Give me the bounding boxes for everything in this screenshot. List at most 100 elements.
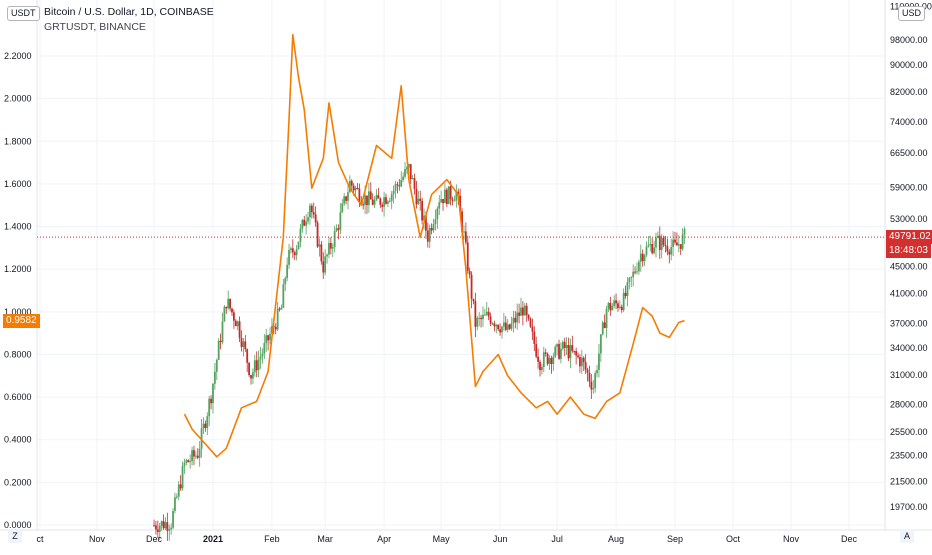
candle-body [163,521,165,528]
candle-body [520,308,522,316]
candle-body [313,212,315,214]
candle-body [362,204,364,205]
candle-body [206,416,208,428]
candle-body [476,318,478,327]
main-symbol-title[interactable]: Bitcoin / U.S. Dollar, 1D, COINBASE [44,5,214,20]
candle-body [250,375,252,378]
candle-body [322,261,324,272]
candle-body [161,521,163,526]
candle-body [311,206,313,213]
candle-body [570,345,572,358]
candle-body [376,195,378,200]
candle-body [368,191,370,205]
candle-body [195,456,197,457]
candle-body [417,199,419,204]
candle-body [351,181,353,186]
candle-body [473,299,475,301]
time-tick-label: Feb [264,534,280,544]
compare-symbol-title[interactable]: GRTUSDT, BINANCE [44,20,214,35]
candle-body [649,244,651,245]
candle-body [389,201,391,202]
auto-scale-button[interactable]: A [900,529,914,543]
left-tick-label: 2.2000 [4,51,32,61]
candle-body [210,399,212,403]
candle-body [290,248,292,250]
candle-body [625,293,627,296]
time-tick-label: Dec [841,534,858,544]
candle-body [638,262,640,272]
candle-body [537,357,539,362]
candle-body [585,362,587,369]
candle-body [410,164,412,179]
candle-body [364,196,366,206]
candle-body [165,522,167,528]
candle-body [435,219,437,224]
candle-body [493,323,495,326]
candle-body [159,526,161,532]
candle-body [678,244,680,245]
right-scale-currency-badge[interactable]: USD [898,6,925,21]
candle-body [558,344,560,359]
candle-body [581,358,583,367]
left-tick-label: 0.4000 [4,435,32,445]
grid-layer [37,0,885,530]
candle-body [400,180,402,186]
candle-body [532,327,534,332]
candle-body [227,299,229,308]
candle-body [355,188,357,190]
right-tick-label: 59000.00 [890,183,928,193]
left-tick-label: 0.6000 [4,392,32,402]
candle-body [566,345,568,348]
zoom-button[interactable]: Z [8,529,22,543]
candle-body [551,358,553,364]
candle-body [260,357,262,360]
candle-body [632,272,634,277]
candle-body [469,271,471,275]
candle-body [336,228,338,231]
candle-body [404,169,406,177]
candle-body [193,450,195,456]
candle-body [674,240,676,243]
candle-body [377,195,379,198]
candle-body [208,399,210,417]
chart-legend[interactable]: Bitcoin / U.S. Dollar, 1D, COINBASE GRTU… [44,5,214,35]
candle-body [303,220,305,226]
candle-body [552,357,554,364]
bar-countdown-label: 18:48:03 [886,244,931,258]
left-tick-label: 0.8000 [4,349,32,359]
candle-body [488,312,490,316]
candle-body [243,341,245,346]
candle-body [627,282,629,296]
candle-body [248,363,250,375]
candle-body [509,324,511,328]
candle-body [560,349,562,359]
candle-body [545,352,547,353]
time-tick-label: Sep [667,534,683,544]
candle-body [309,206,311,218]
time-tick-label: Mar [317,534,333,544]
candle-body [579,357,581,366]
candle-body [452,199,454,200]
candle-body [575,351,577,355]
candle-body [524,306,526,316]
candle-body [419,199,421,201]
candle-body [433,224,435,230]
candle-body [284,278,286,284]
candle-body [189,461,191,462]
candle-body [412,178,414,179]
candle-body [168,529,170,531]
candle-body [450,186,452,199]
left-scale-currency-badge[interactable]: USDT [7,6,40,21]
candle-body [573,351,575,352]
right-tick-label: 41000.00 [890,289,928,299]
candle-body [383,197,385,207]
candle-body [398,185,400,186]
candle-body [615,300,617,303]
right-tick-label: 66500.00 [890,148,928,158]
candle-body [204,424,206,428]
left-tick-label: 1.8000 [4,136,32,146]
candle-body [611,306,613,310]
candle-body [499,329,501,332]
